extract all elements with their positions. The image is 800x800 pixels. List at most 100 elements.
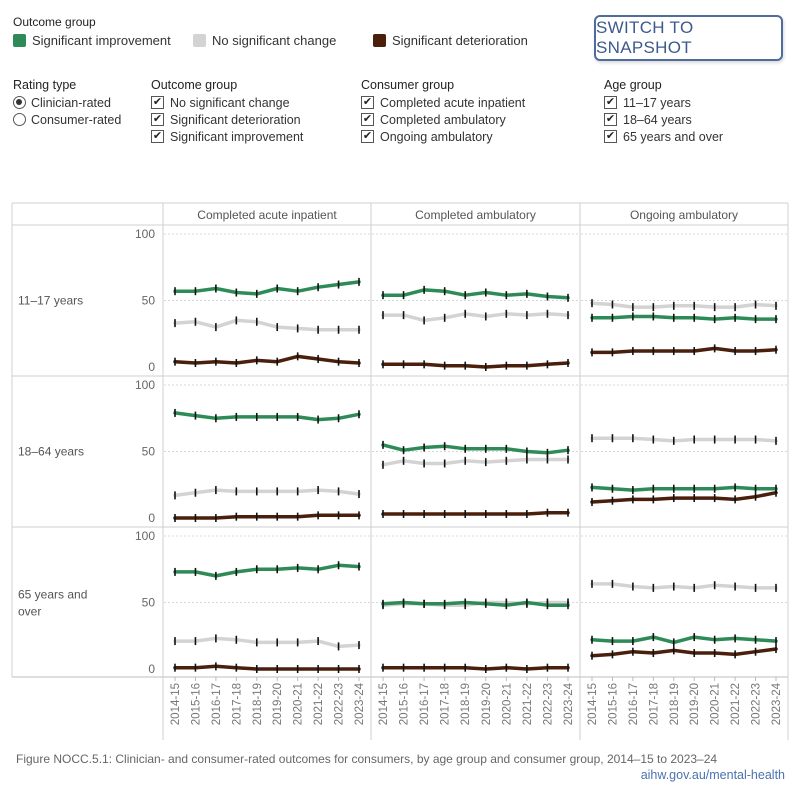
y-tick-label: 0 <box>148 662 155 676</box>
x-tick-label: 2017-18 <box>440 683 452 725</box>
checkbox-completed-acute-inpatient[interactable]: ✔ Completed acute inpatient <box>361 94 525 111</box>
y-tick-label: 50 <box>142 445 156 459</box>
series-line <box>173 354 361 365</box>
radio-unselected-icon <box>13 113 26 126</box>
checkbox-checked-icon: ✔ <box>361 113 374 126</box>
checkbox-label: Completed ambulatory <box>380 112 506 127</box>
x-tick-label: 2019-20 <box>272 683 284 725</box>
checkbox-label: 11–17 years <box>623 95 691 110</box>
radio-label: Consumer-rated <box>31 112 122 127</box>
series-line <box>173 318 361 332</box>
x-tick-label: 2022-23 <box>334 683 346 725</box>
y-tick-label: 0 <box>148 511 155 525</box>
checkbox-checked-icon: ✔ <box>151 113 164 126</box>
checkbox-checked-icon: ✔ <box>361 130 374 143</box>
legend-label: No significant change <box>212 33 337 48</box>
checkbox-age-65-over[interactable]: ✔ 65 years and over <box>604 128 723 145</box>
checkbox-label: Ongoing ambulatory <box>380 129 493 144</box>
x-tick-label: 2018-19 <box>460 683 472 725</box>
checkbox-significant-deterioration[interactable]: ✔ Significant deterioration <box>151 111 301 128</box>
series-line <box>381 510 570 516</box>
checkbox-checked-icon: ✔ <box>604 130 617 143</box>
series-line <box>381 600 570 607</box>
switch-to-snapshot-button[interactable]: SWITCH TO SNAPSHOT <box>594 15 783 61</box>
series-line <box>381 443 570 455</box>
no-change-swatch <box>193 34 206 47</box>
checkbox-label: Significant deterioration <box>170 112 301 127</box>
x-tick-label: 2023-24 <box>354 682 366 725</box>
y-tick-label: 100 <box>135 227 155 241</box>
age-group-filter-title: Age group <box>604 78 662 92</box>
x-tick-label: 2020-21 <box>501 683 513 725</box>
row-label: 11–17 years <box>18 294 83 308</box>
checkbox-age-11-17[interactable]: ✔ 11–17 years <box>604 94 691 111</box>
trellis-line-chart[interactable]: Completed acute inpatient Completed ambul… <box>0 0 800 745</box>
column-header: Completed ambulatory <box>415 208 536 222</box>
series-line <box>173 411 361 422</box>
series-line <box>173 513 361 520</box>
x-tick-label: 2021-22 <box>313 683 325 725</box>
series-line <box>381 665 570 671</box>
x-tick-label: 2014-15 <box>170 683 182 725</box>
legend-label: Significant improvement <box>32 33 171 48</box>
x-tick-label: 2020-21 <box>293 683 305 725</box>
series-line <box>590 485 778 492</box>
x-tick-label: 2021-22 <box>730 683 742 725</box>
column-header: Ongoing ambulatory <box>630 208 738 222</box>
checkbox-label: 18–64 years <box>623 112 692 127</box>
series-line <box>381 457 570 467</box>
deterioration-swatch <box>373 34 386 47</box>
series-line <box>590 582 778 590</box>
series-line <box>590 436 778 443</box>
x-tick-label: 2016-17 <box>419 683 431 725</box>
series-line <box>590 635 778 645</box>
series-line <box>590 301 778 309</box>
x-tick-label: 2020-21 <box>710 683 722 725</box>
checkbox-age-18-64[interactable]: ✔ 18–64 years <box>604 111 692 128</box>
checkbox-checked-icon: ✔ <box>151 130 164 143</box>
radio-clinician-rated[interactable]: Clinician-rated <box>13 94 111 111</box>
checkbox-ongoing-ambulatory[interactable]: ✔ Ongoing ambulatory <box>361 128 493 145</box>
legend-item-no-change[interactable]: No significant change <box>193 33 336 48</box>
checkbox-checked-icon: ✔ <box>604 96 617 109</box>
x-tick-label: 2021-22 <box>522 683 534 725</box>
figure-caption: Figure NOCC.5.1: Clinician- and consumer… <box>16 752 718 766</box>
x-tick-label: 2015-16 <box>190 683 202 725</box>
rating-type-title: Rating type <box>13 78 77 92</box>
legend-item-improvement[interactable]: Significant improvement <box>13 33 171 48</box>
series-line <box>173 563 361 578</box>
x-tick-label: 2015-16 <box>399 683 411 725</box>
legend-title: Outcome group <box>13 15 96 29</box>
y-tick-label: 50 <box>142 596 156 610</box>
checkbox-significant-improvement[interactable]: ✔ Significant improvement <box>151 128 303 145</box>
legend-item-deterioration[interactable]: Significant deterioration <box>373 33 528 48</box>
x-tick-label: 2022-23 <box>751 683 763 725</box>
x-tick-label: 2019-20 <box>689 683 701 725</box>
y-tick-label: 100 <box>135 378 155 392</box>
x-tick-label: 2018-19 <box>669 683 681 725</box>
row-label: over <box>18 605 41 619</box>
series-line <box>173 488 361 498</box>
radio-label: Clinician-rated <box>31 95 111 110</box>
series-line <box>381 312 570 323</box>
y-tick-label: 50 <box>142 294 156 308</box>
x-tick-label: 2015-16 <box>607 683 619 725</box>
series-line <box>381 361 570 369</box>
improvement-swatch <box>13 34 26 47</box>
series-line <box>590 647 778 658</box>
x-tick-label: 2014-15 <box>587 683 599 725</box>
x-tick-label: 2016-17 <box>211 683 223 725</box>
x-tick-label: 2014-15 <box>378 683 390 725</box>
series-line <box>173 280 361 296</box>
checkbox-label: 65 years and over <box>623 129 724 144</box>
source-link[interactable]: aihw.gov.au/mental-health <box>640 768 785 782</box>
checkbox-no-significant-change[interactable]: ✔ No significant change <box>151 94 290 111</box>
checkbox-label: Completed acute inpatient <box>380 95 526 110</box>
checkbox-checked-icon: ✔ <box>151 96 164 109</box>
row-label: 18–64 years <box>18 445 84 459</box>
radio-consumer-rated[interactable]: Consumer-rated <box>13 111 121 128</box>
series-line <box>590 490 778 504</box>
checkbox-completed-ambulatory[interactable]: ✔ Completed ambulatory <box>361 111 506 128</box>
checkbox-label: Significant improvement <box>170 129 304 144</box>
column-header: Completed acute inpatient <box>197 208 337 222</box>
